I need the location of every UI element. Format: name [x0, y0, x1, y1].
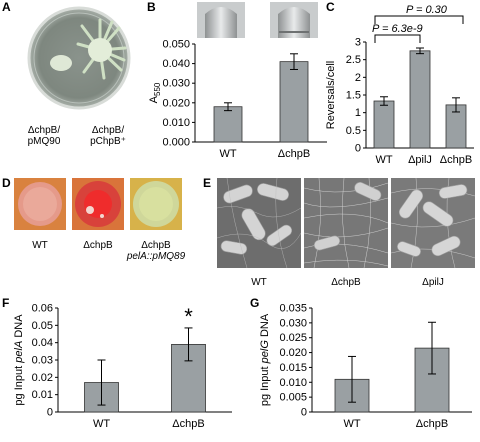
y-tick-label: 2	[355, 72, 361, 84]
y-tick-label: 0.030	[279, 317, 307, 329]
colony-label-pela-line2: pelA::pMQ89	[126, 251, 186, 262]
sem-photo-pilj	[391, 178, 475, 268]
petri-dish-photo	[24, 6, 134, 116]
significance-star: *	[184, 304, 193, 329]
y-tick-label: 0	[47, 407, 53, 419]
y-tick-label: 0.050	[162, 39, 190, 51]
panel-letter-b: B	[147, 0, 156, 14]
colony-label-pela-line1: ΔchpB	[141, 240, 171, 251]
bar	[409, 50, 431, 149]
y-axis-label: pg Input pelG DNA	[259, 313, 271, 406]
y-tick-label: 0.5	[346, 125, 361, 137]
panel-letter-d: D	[2, 176, 11, 190]
x-tick-label: ΔchpB	[172, 418, 204, 430]
x-tick-label: ΔpilJ	[408, 154, 432, 166]
panel-letter-e: E	[203, 176, 212, 190]
x-tick-label: ΔchpB	[278, 148, 310, 160]
dish-label-right-line2: pChpB⁺	[90, 136, 126, 147]
bar	[373, 100, 395, 149]
chart-g: 0 0.005 0.010 0.015 0.020 0.025 0.030 0.035 pg I…	[259, 303, 472, 430]
dish-label-right: ΔchpB/ pChpB⁺	[76, 125, 140, 147]
p-value-top: P = 0.30	[406, 4, 448, 16]
y-tick-label: 0.020	[279, 347, 307, 359]
chart-c: 0 0.5 1 1.5 2 2.5 3 Reversals/cell WT ΔpilJ ΔchpB	[325, 37, 474, 166]
y-tick-label: 0.02	[32, 372, 53, 384]
y-tick-label: 0.000	[162, 137, 190, 149]
x-tick-label: WT	[219, 148, 236, 160]
y-tick-label: 0.040	[162, 58, 190, 70]
x-tick-label: ΔchpB	[416, 418, 448, 430]
y-tick-label: 0.025	[279, 332, 307, 344]
panel-letter-c: C	[326, 0, 335, 14]
bar	[213, 106, 243, 143]
x-tick-label: ΔchpB	[440, 154, 472, 166]
colony-label-chpb: ΔchpB	[83, 240, 113, 251]
y-tick-label: 0.005	[279, 392, 307, 404]
colony-photo-pela	[130, 178, 182, 230]
x-tick-label: WT	[93, 418, 110, 430]
y-axis-label: pg Input pelA DNA	[13, 314, 25, 406]
chart-b: 0.000 0.010 0.020 0.030 0.040 0.050 A550 WT Δchp…	[148, 39, 327, 160]
y-tick-label: 1	[355, 107, 361, 119]
y-tick-label: 0.05	[32, 320, 53, 332]
y-tick-label: 0.06	[32, 303, 53, 315]
y-tick-label: 0.030	[162, 78, 190, 90]
dish-label-left-line1: ΔchpB/	[27, 125, 61, 136]
p-value-bottom: P = 6.3e-9	[372, 23, 423, 35]
y-tick-label: 0.04	[32, 337, 53, 349]
sem-photo-wt	[217, 178, 301, 268]
dish-label-right-line1: ΔchpB/	[91, 125, 125, 136]
bar	[279, 61, 309, 143]
y-tick-label: 2.5	[346, 54, 361, 66]
y-tick-label: 1.5	[346, 90, 361, 102]
y-tick-label: 3	[355, 37, 361, 49]
significance-brackets: P = 0.30 P = 6.3e-9	[372, 4, 464, 43]
y-tick-label: 0.020	[162, 97, 190, 109]
chart-f: 0 0.01 0.02 0.03 0.04 0.05 0.06 pg Input pelA D…	[13, 303, 232, 430]
colony-label-wt: WT	[32, 240, 48, 251]
y-tick-label: 0	[301, 407, 307, 419]
tube-photo-wt	[197, 2, 245, 38]
panel-letter-g: G	[250, 296, 260, 310]
tube-photo-chpb	[270, 2, 318, 38]
x-tick-label: WT	[343, 418, 360, 430]
y-axis-label: A550	[148, 82, 162, 103]
sem-label-pilj: ΔpilJ	[422, 277, 444, 288]
y-tick-label: 0.035	[279, 303, 307, 315]
colony-label-pela: ΔchpB pelA::pMQ89	[124, 240, 188, 262]
y-tick-label: 0.03	[32, 355, 53, 367]
dish-label-left-line2: pMQ90	[27, 136, 61, 147]
panel-letter-a: A	[2, 0, 11, 14]
y-tick-label: 0	[355, 143, 361, 155]
x-tick-label: WT	[375, 154, 392, 166]
panel-letter-f: F	[2, 296, 10, 310]
y-tick-label: 0.010	[279, 377, 307, 389]
y-axis-label: Reversals/cell	[325, 61, 337, 129]
sem-photo-chpb	[304, 178, 388, 268]
colony-photo-wt	[14, 178, 66, 230]
sem-label-chpb: ΔchpB	[331, 277, 361, 288]
colony-photo-chpb	[72, 178, 124, 230]
y-tick-label: 0.010	[162, 117, 190, 129]
y-tick-label: 0.01	[32, 389, 53, 401]
sem-label-wt: WT	[251, 277, 267, 288]
dish-label-left: ΔchpB/ pMQ90	[12, 125, 76, 147]
y-tick-label: 0.015	[279, 362, 307, 374]
